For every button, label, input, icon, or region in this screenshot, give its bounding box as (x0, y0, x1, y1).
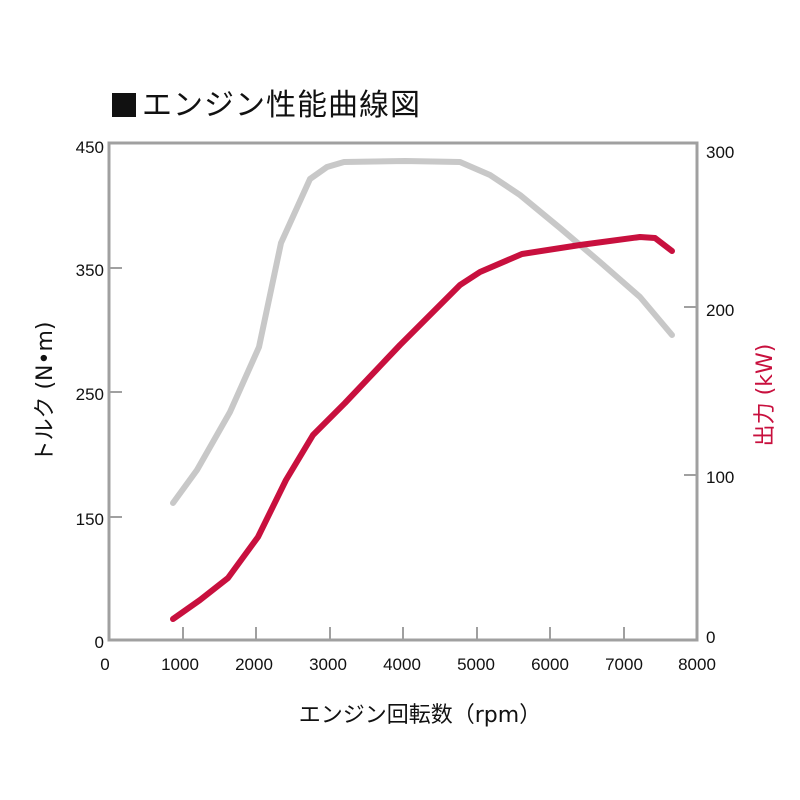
right-ticks (684, 306, 697, 476)
svg-text:250: 250 (76, 385, 104, 404)
svg-text:4000: 4000 (383, 655, 421, 674)
svg-text:7000: 7000 (605, 655, 643, 674)
svg-text:200: 200 (706, 301, 734, 320)
svg-text:0: 0 (95, 633, 104, 652)
svg-text:150: 150 (76, 510, 104, 529)
svg-text:0: 0 (100, 655, 109, 674)
x-axis-title: エンジン回転数（rpm） (299, 703, 541, 728)
left-tick-labels: 450 350 250 150 0 (76, 138, 104, 652)
svg-text:5000: 5000 (457, 655, 495, 674)
x-tick-labels: 0 1000 2000 3000 4000 5000 6000 7000 800… (100, 655, 716, 674)
svg-text:6000: 6000 (531, 655, 569, 674)
svg-text:1000: 1000 (161, 655, 199, 674)
svg-text:0: 0 (706, 628, 715, 647)
left-ticks (109, 267, 122, 518)
svg-text:2000: 2000 (235, 655, 273, 674)
square-bullet-icon (112, 93, 136, 117)
right-axis-title: 出力 (kW) (753, 344, 778, 447)
right-tick-labels: 300 200 100 0 (706, 143, 734, 647)
plot-frame (107, 141, 699, 642)
torque-curve (170, 158, 675, 506)
svg-text:100: 100 (706, 468, 734, 487)
chart-title: エンジン性能曲線図 (112, 80, 421, 124)
svg-text:450: 450 (76, 138, 104, 157)
x-ticks (182, 627, 625, 640)
left-axis-title: トルク (N•m) (33, 321, 58, 462)
svg-text:8000: 8000 (678, 655, 716, 674)
svg-text:3000: 3000 (309, 655, 347, 674)
svg-text:300: 300 (706, 143, 734, 162)
svg-text:350: 350 (76, 261, 104, 280)
power-curve (170, 234, 675, 622)
